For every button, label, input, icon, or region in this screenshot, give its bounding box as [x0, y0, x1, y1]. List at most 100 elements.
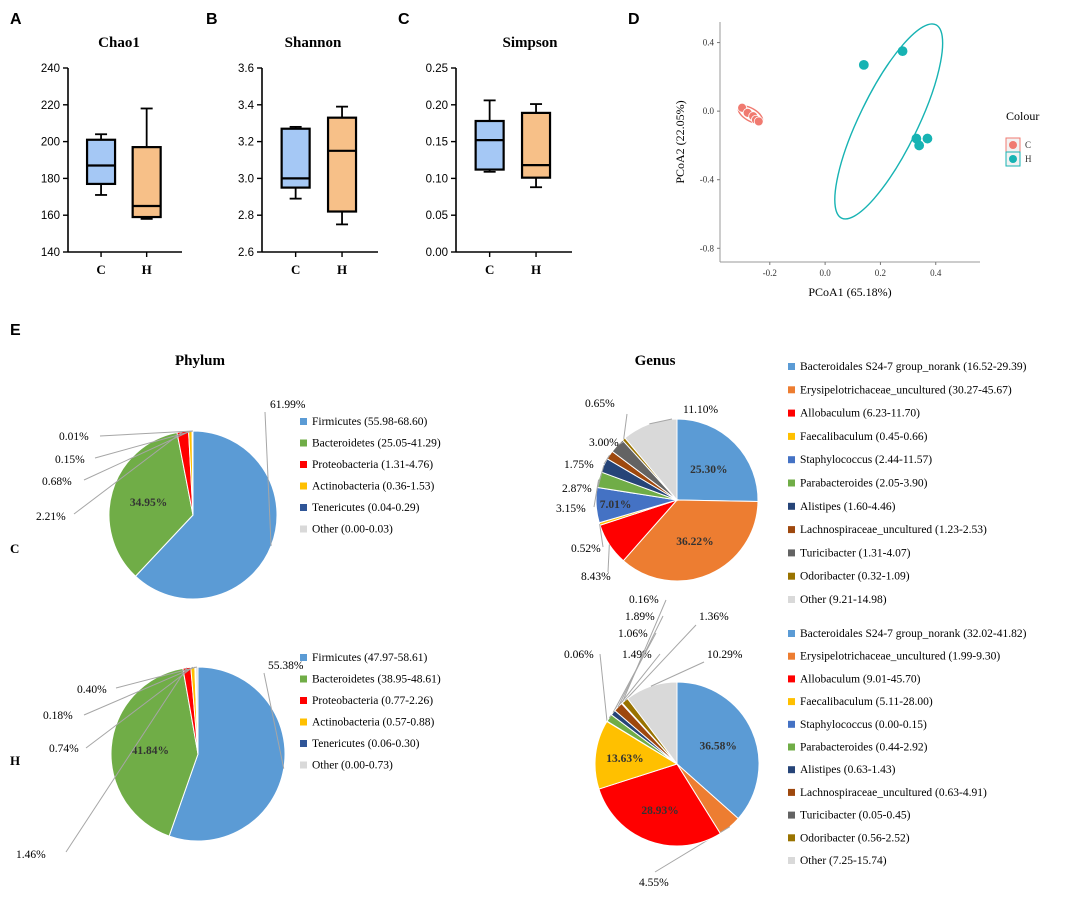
panel-label-a: A — [10, 11, 22, 28]
slice-label: 8.43% — [581, 571, 611, 583]
x-tick-label: 0.2 — [875, 268, 886, 278]
shannon-boxplot: Shannon 2.6 2.8 3.0 3.2 3.4 3.6 C H — [238, 35, 378, 277]
confidence-ellipse-h — [834, 23, 944, 220]
x-tick-label: H — [142, 262, 152, 277]
slice-label: 34.95% — [130, 497, 167, 509]
legend-label-c: C — [1025, 140, 1031, 150]
slice-label: 1.46% — [16, 849, 46, 861]
slice-label: 0.40% — [77, 684, 107, 696]
slice-label: 0.18% — [43, 710, 73, 722]
scatter-point-h — [914, 140, 925, 151]
chao1-boxplot: Chao1 140 160 180 200 220 240 C H — [41, 35, 182, 277]
legend-label: Firmicutes (55.98-68.60) — [312, 416, 427, 428]
pie-slice — [108, 431, 194, 577]
panel-label-b: B — [206, 11, 218, 28]
leader-line — [73, 431, 184, 515]
legend-swatch — [788, 409, 795, 417]
legend-swatch — [300, 740, 307, 747]
y-tick-label: 240 — [41, 63, 60, 75]
x-tick-label: 0.4 — [930, 268, 942, 278]
y-axis-title: PCoA2 (22.05%) — [673, 100, 687, 183]
legend-swatch — [788, 652, 795, 660]
y-tick-label: 0.4 — [703, 38, 715, 48]
slice-label: 0.06% — [564, 649, 594, 661]
slice-label: 1.06% — [618, 628, 648, 640]
legend-swatch — [300, 461, 307, 468]
slice-label: 0.52% — [571, 543, 601, 555]
legend-swatch — [300, 654, 307, 661]
y-tick-label: 0.15 — [426, 137, 448, 149]
y-tick-label: 0.0 — [703, 106, 715, 116]
scatter-point-c — [753, 116, 764, 127]
leader-line — [65, 667, 188, 853]
slice-label: 13.63% — [606, 753, 643, 765]
slice-label: 25.30% — [690, 464, 727, 476]
slice-label: 2.21% — [36, 511, 66, 523]
y-tick-label: 2.8 — [238, 210, 254, 222]
y-tick-label: 0.00 — [426, 247, 448, 259]
leader-line — [617, 615, 664, 708]
legend-swatch — [788, 675, 795, 683]
legend-swatch — [300, 418, 307, 425]
legend-label: Parabacteroides (0.44-2.92) — [800, 742, 928, 754]
pie-c-phylum: 61.99% Firmicutes (55.98-68.60) 34.95% Bact… — [36, 399, 441, 600]
legend-swatch — [788, 526, 795, 534]
legend-swatch — [300, 439, 307, 447]
legend-swatch — [300, 697, 307, 704]
pie-slice — [622, 499, 759, 582]
y-tick-label: 3.4 — [238, 100, 255, 112]
legend-marker-c — [1009, 141, 1017, 149]
box-c — [474, 119, 505, 171]
y-tick-label: 180 — [41, 173, 60, 185]
scatter-point-h — [897, 46, 908, 57]
genus-title: Genus — [635, 353, 676, 369]
legend-title: Colour — [1006, 109, 1039, 123]
y-tick-label: 2.6 — [238, 247, 254, 259]
box-c — [85, 138, 117, 186]
legend-swatch — [300, 761, 307, 769]
legend-label: Bacteroidetes (25.05-41.29) — [312, 438, 441, 450]
legend-label: Allobaculum (6.23-11.70) — [800, 408, 920, 420]
legend-label: Tenericutes (0.06-0.30) — [312, 738, 420, 750]
scatter-point-h — [922, 133, 933, 144]
slice-label: 7.01% — [600, 499, 632, 511]
leader-line — [263, 672, 285, 769]
row-label-h: H — [10, 753, 20, 768]
legend-swatch — [788, 788, 795, 796]
legend-swatch — [788, 720, 795, 728]
pie-slice — [676, 681, 760, 820]
legend-label: Odoribacter (0.32-1.09) — [800, 571, 910, 583]
slice-label: 1.49% — [622, 649, 652, 661]
leader-line — [650, 661, 705, 687]
slice-label: 36.22% — [676, 536, 713, 548]
y-tick-label: 0.20 — [426, 100, 448, 112]
y-tick-label: 0.05 — [426, 210, 448, 222]
legend-label: Other (0.00-0.03) — [312, 524, 393, 536]
slice-label: 0.01% — [59, 431, 89, 443]
x-tick-label: -0.2 — [763, 268, 777, 278]
leader-line — [597, 465, 605, 488]
legend-swatch — [788, 363, 795, 370]
y-tick-label: 220 — [41, 100, 60, 112]
y-tick-label: -0.8 — [700, 243, 715, 253]
leader-line — [99, 430, 194, 437]
x-tick-label: C — [96, 262, 105, 277]
pcoa-scatter: 0.4 0.0 -0.4 -0.8 -0.2 0.0 0.2 0.4 PCoA1 (65.18%… — [673, 22, 1039, 299]
scatter-point-h — [858, 59, 869, 70]
slice-label: 0.74% — [49, 743, 79, 755]
y-tick-label: 0.10 — [426, 173, 448, 185]
x-tick-label: H — [337, 262, 347, 277]
panel-label-d: D — [628, 11, 640, 28]
legend-swatch — [788, 743, 795, 751]
y-tick-label: 3.2 — [238, 137, 254, 149]
legend-label: Turicibacter (1.31-4.07) — [800, 547, 911, 559]
leader-line — [94, 430, 193, 459]
legend-swatch — [788, 502, 795, 510]
pie-h-genus: 36.58% Bacteroidales S24-7 group_norank (… — [564, 594, 1027, 889]
box-h — [326, 116, 358, 213]
leader-line — [649, 418, 673, 425]
slice-label: 1.75% — [564, 459, 594, 471]
box-h — [520, 111, 552, 179]
legend-label: Erysipelotrichaceae_uncultured (30.27-45… — [800, 384, 1012, 396]
phylum-title: Phylum — [175, 353, 226, 369]
